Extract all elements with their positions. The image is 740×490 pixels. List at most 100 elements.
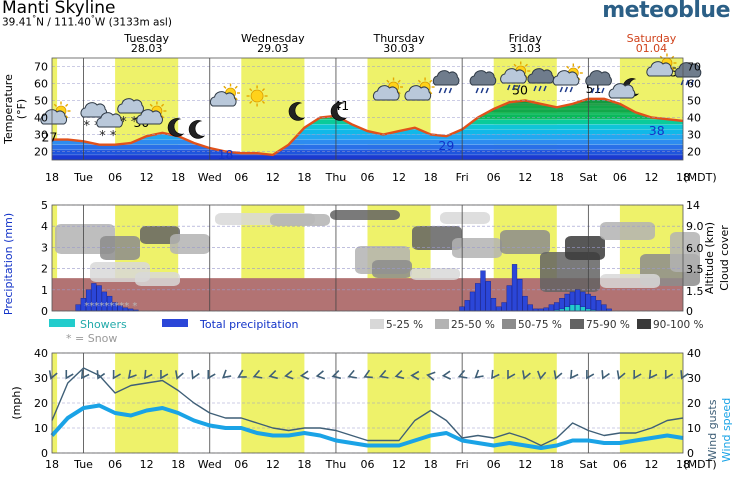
sun-ray [671, 67, 675, 71]
temperature-y-tick-left: 50 [34, 95, 48, 108]
cloud-shape [209, 91, 237, 107]
precipitation-bar [590, 295, 597, 312]
day-date: 31.03 [510, 42, 542, 55]
wind-arrow-head [680, 370, 689, 380]
precipitation-legend: Showers* = Snow Total precipitation 5-25 %… [49, 318, 704, 345]
temperature-axis-title: Temperature [2, 74, 15, 145]
wind-arrow [522, 370, 531, 380]
wind-arrow-head [522, 370, 531, 380]
wind-arrow-head [252, 369, 263, 379]
temperature-annotation: 50 [512, 83, 528, 98]
rain-drop [685, 79, 689, 86]
location-coords: 39.41°N / 111.40°W (3133m asl) [2, 14, 172, 29]
temperature-band [52, 134, 683, 140]
time-tick-label: 06 [361, 171, 375, 184]
wind-arrow [80, 369, 90, 380]
clear-night-icon [288, 102, 306, 121]
precipitation-bar [522, 295, 528, 312]
wind-arrow-head [633, 370, 642, 380]
precipitation-bar [527, 304, 533, 312]
time-tick-label: 12 [518, 171, 532, 184]
location-title: Manti Skyline [2, 0, 116, 18]
altitude-tick: 1.5 [686, 285, 704, 298]
cloud-shape [136, 109, 163, 125]
wind-arrow-head [112, 370, 121, 380]
precipitation-bar [564, 306, 570, 312]
moon-shape [188, 120, 206, 139]
time-tick-label: 06 [487, 458, 501, 471]
cloud-snow-icon: * * [96, 112, 123, 144]
precipitation-bar [75, 304, 81, 312]
legend-cloud-label: 75-90 % [586, 319, 630, 331]
cloud-icon [552, 70, 580, 86]
day-name: Thursday [372, 32, 425, 45]
time-tick-label: 18 [297, 171, 311, 184]
wind-arrow [331, 370, 342, 380]
time-tick-label: 18 [424, 458, 438, 471]
legend-cloud-swatch [502, 319, 516, 329]
temperature-y-tick-right: 30 [687, 129, 701, 142]
temperature-y-tick-right: 60 [687, 78, 701, 91]
cloud-icon [404, 85, 432, 101]
cloud-cover-cell [600, 274, 660, 288]
time-tick-label: 18 [297, 458, 311, 471]
legend-cloud-swatch [435, 319, 449, 329]
partly-cloudy-day-icon [40, 101, 71, 125]
cloud-icon [372, 85, 400, 101]
day-name: Wednesday [241, 32, 305, 45]
sun-ray [249, 88, 253, 92]
wind-arrow [112, 370, 121, 380]
cloud-cover-cell [540, 252, 600, 292]
cloud-icon [585, 70, 612, 86]
snow-flake: * * [120, 115, 138, 130]
partly-cloudy-day-icon [372, 77, 404, 101]
rain-drop [543, 85, 547, 92]
lat-dir: N / [36, 16, 55, 29]
rain-drop [438, 87, 443, 94]
lon-dir: W [94, 16, 109, 29]
wind-arrow-head [537, 370, 547, 381]
cloud-rain-icon [674, 62, 702, 86]
wind-arrow-head [586, 370, 595, 380]
partly-cloudy-day-icon [136, 101, 167, 125]
sun-ray [261, 88, 265, 92]
wind-y-tick-left: 40 [34, 347, 48, 360]
sun-ray [223, 85, 227, 89]
cloud-cover-cell [452, 238, 502, 258]
cloud-cover-layer [52, 204, 700, 312]
wind-speed-axis-title: Wind speed [720, 398, 733, 462]
daylight-band [52, 58, 58, 160]
precipitation-y-tick: 2 [41, 263, 48, 276]
wind-arrow-head [191, 370, 200, 380]
wind-y-tick-right: 10 [687, 422, 701, 435]
sun-ray [577, 65, 581, 69]
altitude-tick: 9.0 [686, 220, 704, 233]
wind-arrow-head [207, 370, 216, 380]
cloud-cover-cell [500, 230, 550, 254]
wind-arrow [537, 370, 547, 381]
temperature-annotation: 29 [438, 138, 454, 153]
temperature-y-tick-left: 60 [34, 78, 48, 91]
sun-ray [65, 115, 69, 119]
time-tick-label: 18 [45, 171, 59, 184]
lon-unit: ° [90, 14, 95, 23]
precipitation-bar [553, 302, 560, 312]
precipitation-bar [475, 283, 481, 312]
cloud-icon [432, 70, 460, 86]
wind-gusts-axis-title: Wind gusts [706, 399, 719, 460]
altitude-tick: 6.0 [686, 242, 704, 255]
altitude-asl: (3133m asl) [108, 16, 172, 29]
wind-arrow-head [144, 369, 153, 380]
panel-frame [51, 352, 684, 454]
time-unit-label: (MDT) [683, 171, 716, 184]
latitude: 39.41 [2, 16, 33, 29]
wind-arrow [48, 370, 58, 380]
temperature-annotation: 18 [218, 147, 234, 162]
wind-arrow [441, 370, 452, 380]
time-tick-label: 18 [171, 458, 185, 471]
cloud-icon [469, 70, 497, 86]
day-name: Friday [509, 32, 543, 45]
time-tick-label: 12 [644, 458, 658, 471]
wind-arrow [410, 370, 420, 381]
